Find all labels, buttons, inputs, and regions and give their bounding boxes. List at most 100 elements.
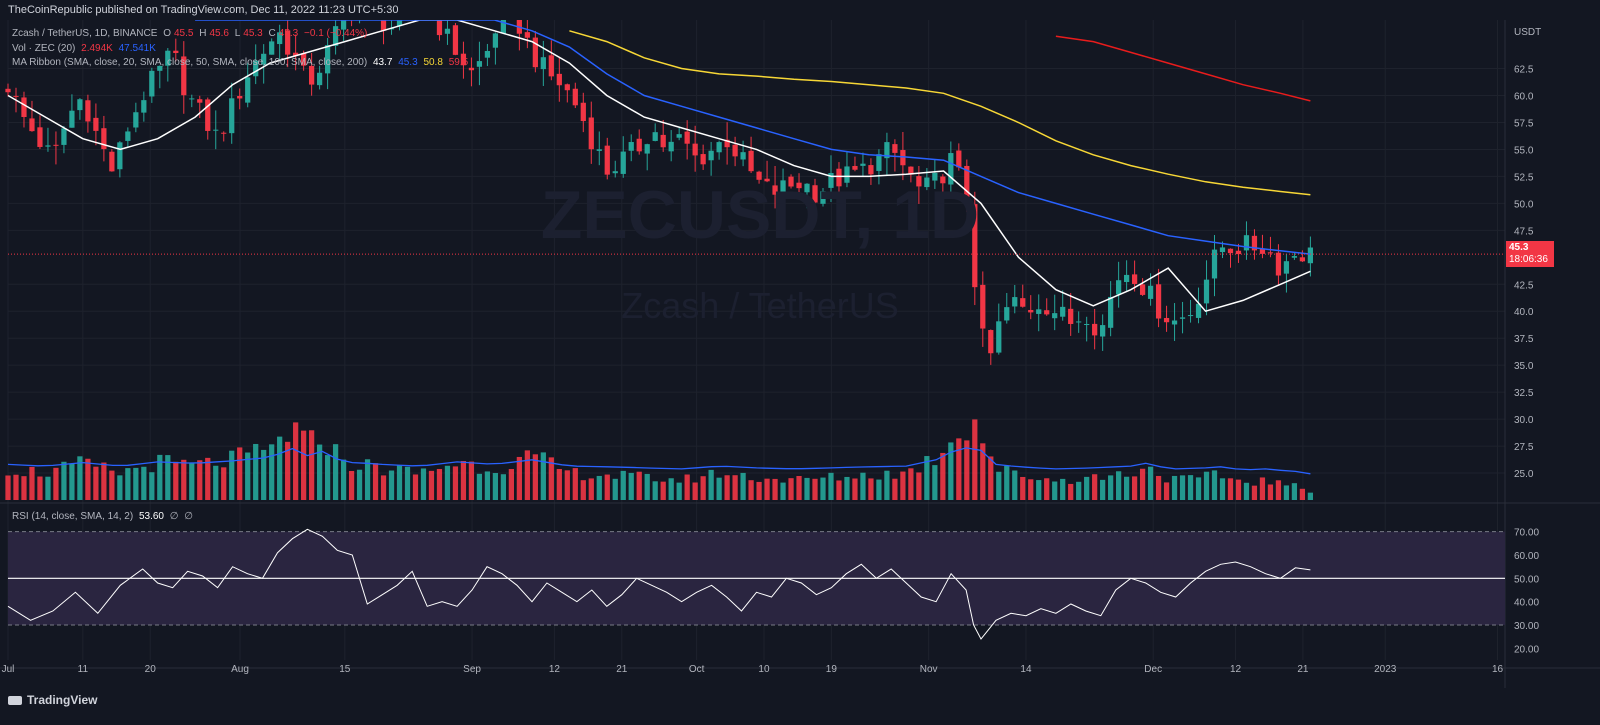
- candle-body: [1116, 280, 1122, 295]
- candle-body: [61, 128, 67, 145]
- price-tick-label: 25.0: [1514, 469, 1534, 480]
- volume-bar: [868, 478, 874, 500]
- rsi-tick-label: 60.00: [1514, 551, 1539, 562]
- volume-bar: [125, 468, 131, 500]
- candle-body: [213, 129, 219, 131]
- candle-body: [1020, 298, 1026, 307]
- volume-bar: [141, 466, 147, 500]
- tradingview-logo[interactable]: TradingView: [8, 693, 97, 707]
- legend-volume-row: Vol · ZEC (20) 2.494K 47.541K: [12, 43, 159, 54]
- price-tick-label: 42.5: [1514, 280, 1534, 291]
- candle-body: [133, 112, 139, 128]
- volume-bar: [836, 480, 842, 500]
- candle-body: [157, 65, 163, 71]
- volume-bar: [860, 472, 866, 500]
- volume-bar: [628, 472, 634, 500]
- time-tick-label: 21: [1297, 664, 1309, 675]
- volume-bar: [644, 473, 650, 500]
- candle-body: [668, 141, 674, 152]
- tradingview-logo-icon: [8, 695, 22, 705]
- volume-bar: [564, 470, 570, 500]
- volume-bar: [356, 469, 363, 500]
- watermark-ticker: ZECUSDT, 1D: [541, 177, 979, 253]
- candle-body: [588, 117, 594, 150]
- volume-bar: [580, 480, 586, 500]
- volume-bar: [876, 479, 882, 500]
- candle-body: [101, 128, 107, 150]
- volume-bar: [1211, 470, 1218, 500]
- legend-symbol[interactable]: Zcash / TetherUS, 1D, BINANCE: [12, 28, 158, 39]
- volume-bar: [484, 471, 491, 500]
- candle-body: [1036, 309, 1042, 314]
- volume-bar: [476, 473, 483, 500]
- volume-bar: [780, 482, 786, 500]
- candle-body: [452, 25, 459, 55]
- volume-bar: [1076, 481, 1082, 500]
- time-tick-label: Nov: [920, 664, 938, 675]
- volume-bar: [1100, 479, 1106, 500]
- candle-body: [253, 60, 259, 77]
- candle-body: [756, 171, 762, 180]
- volume-bar: [932, 465, 938, 500]
- candle-body: [476, 61, 483, 67]
- candle-body: [269, 41, 275, 55]
- volume-bar: [261, 449, 267, 500]
- volume-bar: [277, 436, 283, 500]
- candle-body: [85, 100, 91, 122]
- legend-rsi-na2: ∅: [184, 511, 193, 522]
- volume-bar: [548, 457, 554, 500]
- candle-body: [109, 151, 115, 172]
- candle-body: [165, 50, 171, 66]
- candle-body: [636, 138, 642, 152]
- volume-bar: [900, 471, 906, 500]
- candle-body: [524, 32, 530, 38]
- volume-bar: [1036, 480, 1042, 500]
- volume-bar: [1004, 465, 1010, 500]
- price-tick-label: 37.5: [1514, 334, 1534, 345]
- volume-bar: [604, 474, 610, 500]
- legend-rsi-label[interactable]: RSI (14, close, SMA, 14, 2): [12, 511, 134, 522]
- candle-body: [1299, 257, 1306, 262]
- candle-body: [1203, 279, 1210, 304]
- legend-ribbon-label[interactable]: MA Ribbon (SMA, close, 20, SMA, close, 5…: [12, 57, 368, 68]
- volume-bar: [316, 444, 323, 500]
- volume-bar: [301, 430, 307, 500]
- volume-bar: [205, 457, 211, 500]
- volume-bar: [85, 458, 91, 500]
- candle-body: [301, 53, 307, 66]
- publisher-text: TheCoinRepublic published on TradingView…: [8, 4, 399, 16]
- volume-bar: [93, 466, 99, 500]
- volume-bar: [788, 478, 794, 500]
- volume-bar: [684, 474, 690, 500]
- legend-ribbon-row: MA Ribbon (SMA, close, 20, SMA, close, 5…: [12, 57, 471, 68]
- candle-body: [205, 99, 211, 131]
- legend-volume-label[interactable]: Vol · ZEC (20): [12, 43, 76, 54]
- legend-open-value: 45.5: [173, 28, 194, 39]
- candle-body: [29, 118, 35, 132]
- volume-ma-line: [7, 447, 1311, 475]
- volume-bar: [1068, 483, 1074, 500]
- candle-body: [724, 139, 730, 148]
- legend-rsi-value: 53.60: [138, 511, 164, 522]
- volume-bar: [309, 430, 315, 500]
- candle-body: [13, 95, 19, 97]
- time-tick-label: 2023: [1374, 664, 1397, 675]
- rsi-tick-label: 30.00: [1514, 621, 1539, 632]
- price-tick-label: 55.0: [1514, 145, 1534, 156]
- volume-bar: [1219, 478, 1226, 500]
- candle-body: [332, 26, 339, 46]
- candle-body: [644, 144, 650, 154]
- candle-body: [197, 99, 203, 103]
- candle-body: [972, 204, 978, 288]
- candle-body: [149, 70, 155, 97]
- volume-bar: [189, 463, 195, 500]
- volume-bar: [380, 475, 387, 500]
- volume-bar: [1299, 488, 1306, 500]
- volume-bar: [572, 468, 578, 500]
- volume-bar: [764, 478, 770, 500]
- candle-body: [468, 67, 475, 71]
- candle-body: [396, 15, 403, 27]
- volume-bar: [996, 471, 1002, 500]
- volume-bar: [1020, 476, 1026, 500]
- legend-ma100: 50.8: [423, 57, 443, 68]
